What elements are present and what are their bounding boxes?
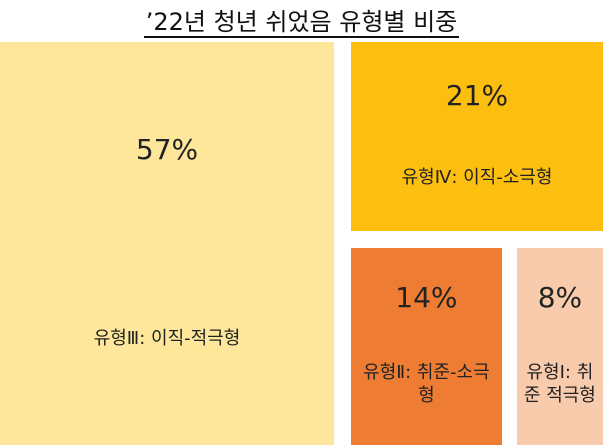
treemap-tile: 57% 유형Ⅲ: 이직-적극형 bbox=[0, 42, 335, 445]
category-label: 유형Ⅳ: 이직-소극형 bbox=[401, 167, 553, 189]
treemap-tile: 21% 유형Ⅳ: 이직-소극형 bbox=[351, 42, 603, 231]
category-label: 유형Ⅲ: 이직-적극형 bbox=[93, 327, 241, 349]
chart-title: ’22년 청년 쉬었음 유형별 비중 bbox=[143, 8, 460, 38]
chart-title-wrap: ’22년 청년 쉬었음 유형별 비중 bbox=[0, 2, 603, 38]
treemap-tile: 8% 유형Ⅰ: 취준 적극형 bbox=[516, 247, 603, 445]
value-label: 57% bbox=[135, 132, 199, 166]
value-label: 21% bbox=[445, 79, 509, 113]
value-label: 14% bbox=[395, 280, 458, 314]
value-label: 8% bbox=[537, 280, 583, 314]
category-label: 유형Ⅰ: 취준 적극형 bbox=[523, 361, 596, 407]
category-label: 유형Ⅱ: 취준-소극형 bbox=[363, 361, 490, 407]
treemap-tile: 14% 유형Ⅱ: 취준-소극형 bbox=[351, 247, 502, 445]
